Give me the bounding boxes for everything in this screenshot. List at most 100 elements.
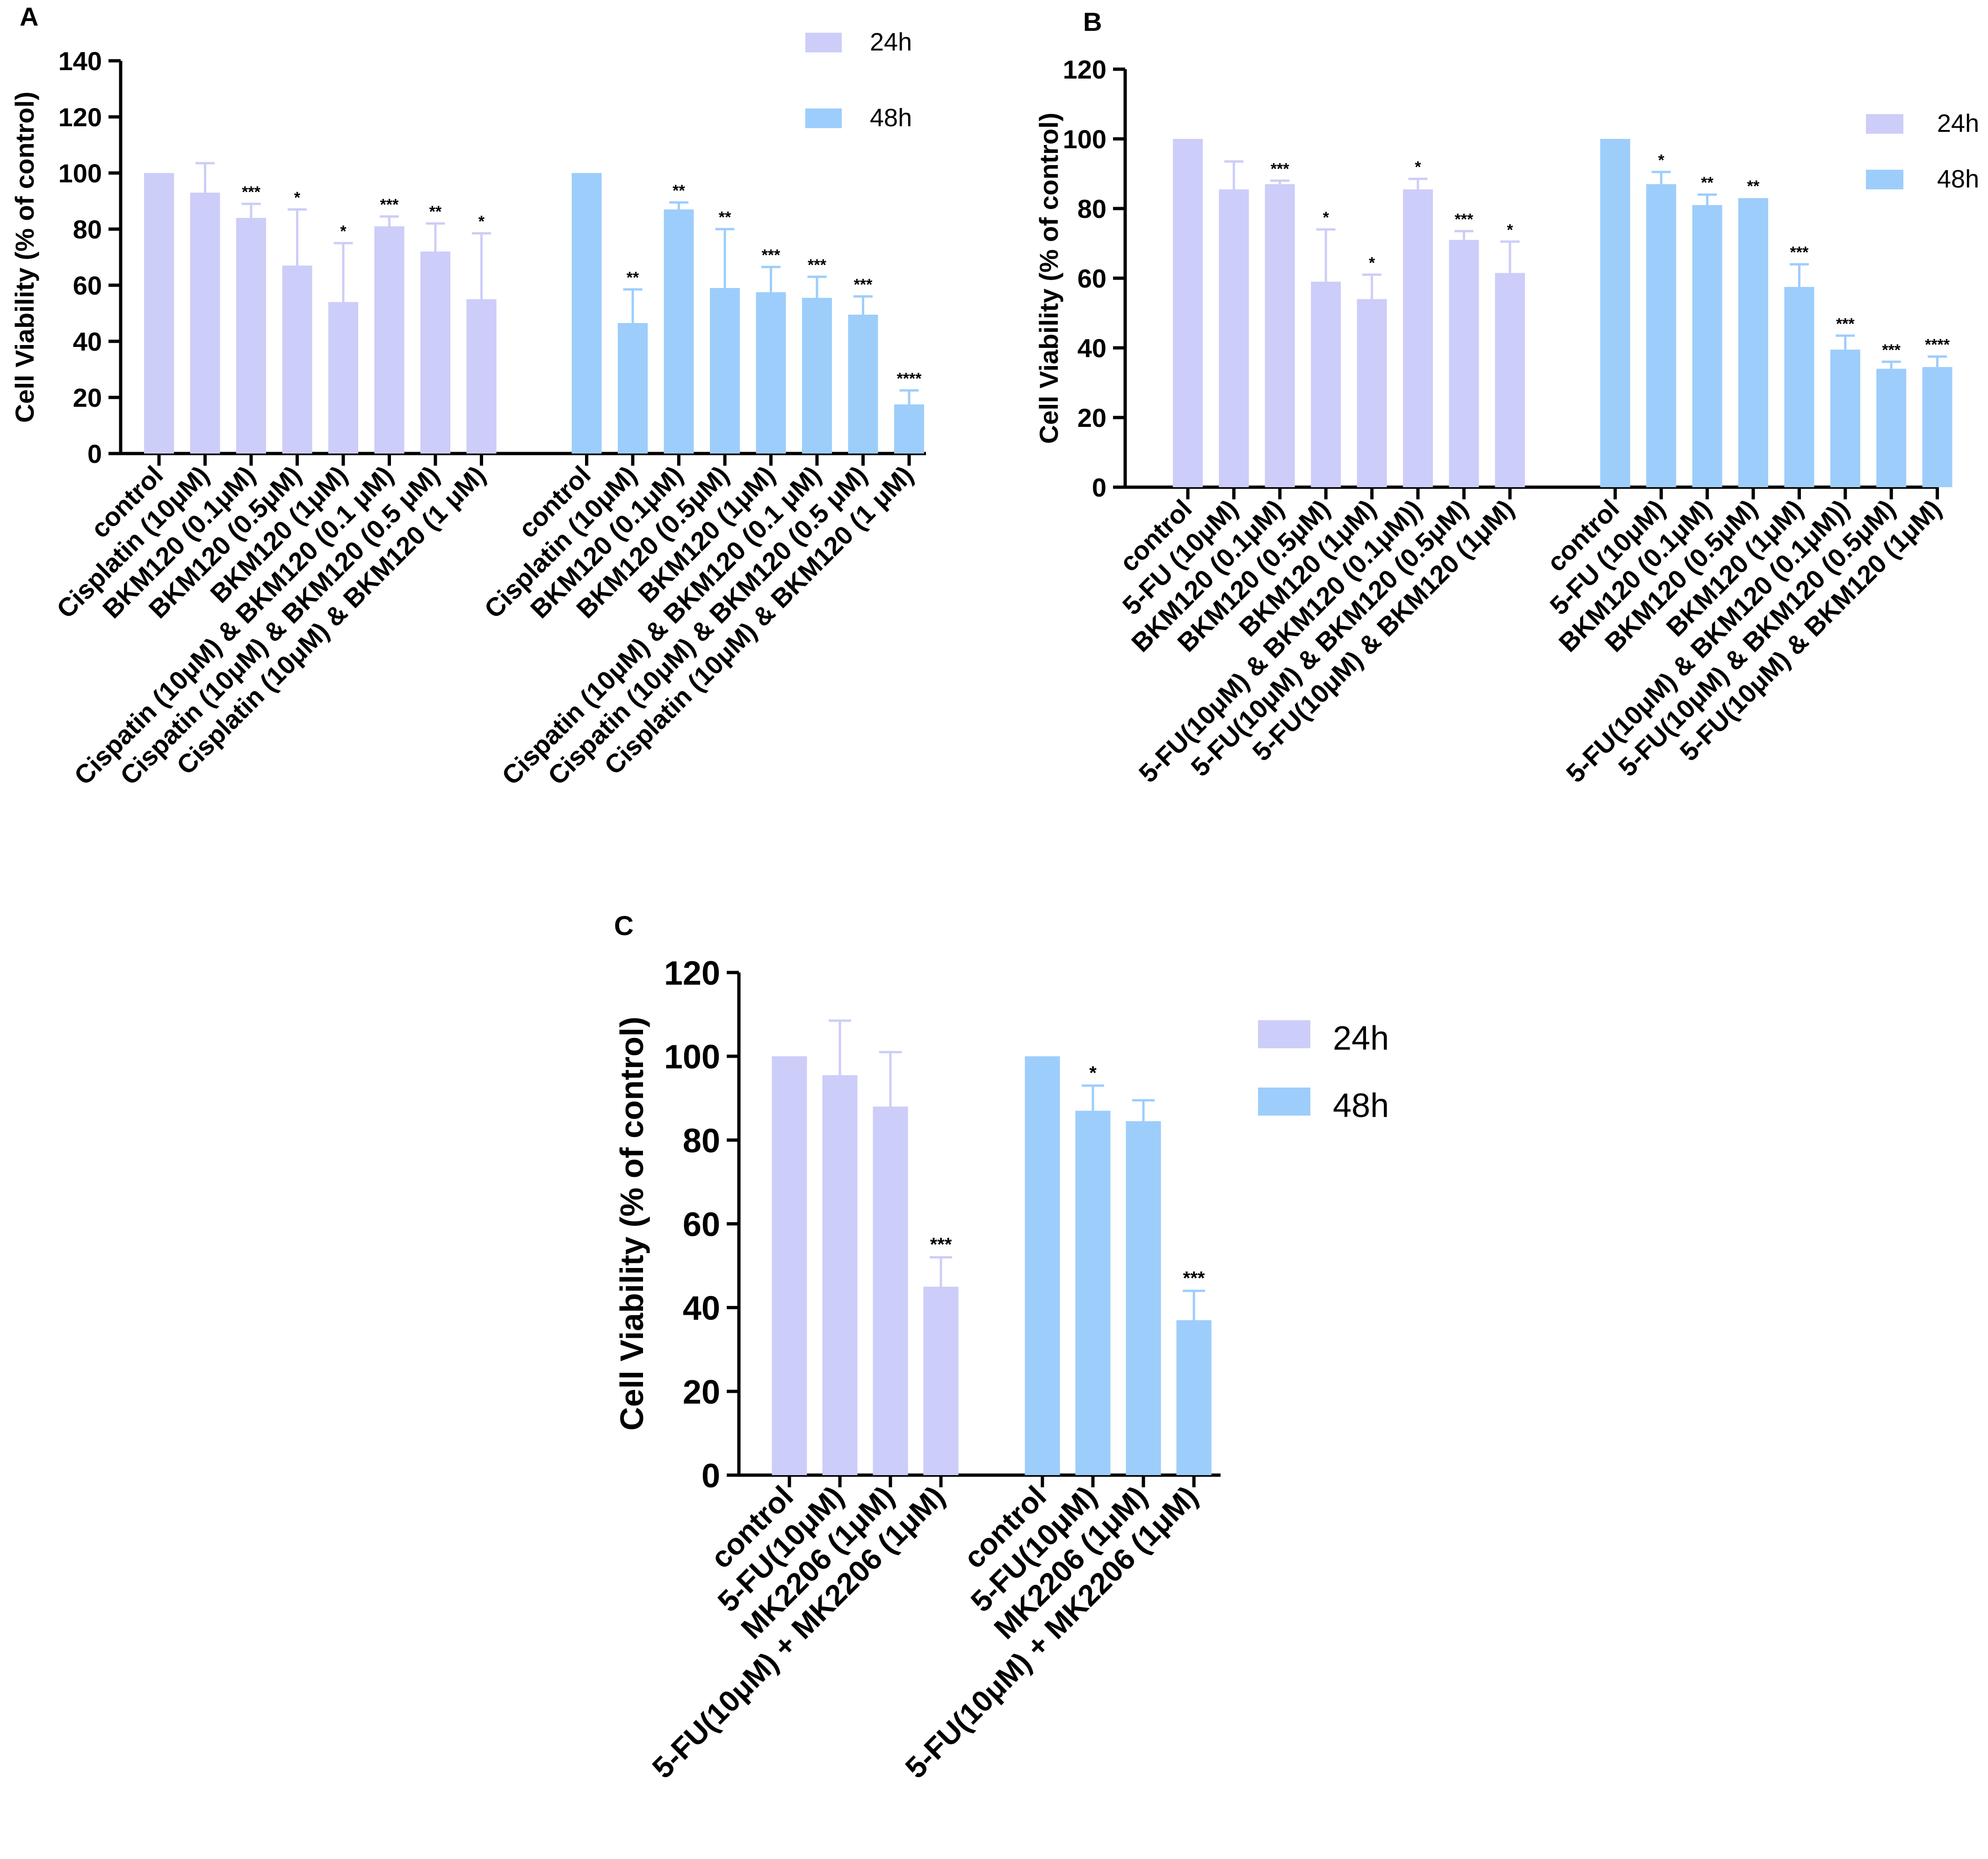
y-tick-label: 80 [73, 215, 102, 244]
significance-marker: * [340, 223, 347, 240]
panel-label: B [1083, 7, 1102, 36]
bar [1219, 189, 1249, 487]
y-tick-label: 0 [701, 1457, 720, 1495]
bar [1176, 1320, 1212, 1475]
y-axis-title: Cell Viability (% of control) [1034, 113, 1063, 444]
y-tick-label: 40 [683, 1290, 720, 1327]
bar [664, 209, 694, 454]
y-tick-label: 60 [1077, 264, 1106, 293]
y-tick-label: 20 [73, 383, 102, 412]
significance-marker: ** [672, 182, 685, 200]
y-tick-label: 40 [73, 327, 102, 356]
bar [873, 1106, 908, 1475]
bar [822, 1075, 858, 1475]
y-tick-label: 80 [683, 1122, 720, 1160]
y-tick-label: 80 [1077, 194, 1106, 223]
bar [1357, 299, 1387, 487]
bar [1692, 205, 1722, 487]
bar [848, 315, 878, 454]
significance-marker: * [1369, 254, 1375, 272]
y-tick-label: 40 [1077, 333, 1106, 363]
significance-marker: *** [1271, 160, 1289, 178]
bar [1876, 368, 1907, 487]
significance-marker: * [1415, 159, 1421, 176]
y-tick-label: 100 [58, 159, 102, 188]
y-tick-label: 60 [683, 1206, 720, 1243]
legend-swatch [1258, 1020, 1310, 1048]
legend-swatch [1258, 1088, 1310, 1116]
bar [466, 299, 497, 454]
significance-marker: **** [897, 370, 922, 388]
legend-label: 24h [870, 28, 912, 56]
panel-label: A [20, 2, 38, 31]
bar [1784, 287, 1815, 487]
significance-marker: ** [719, 209, 731, 226]
bar [374, 226, 405, 454]
bar [1449, 240, 1479, 487]
y-tick-label: 20 [683, 1374, 720, 1411]
significance-marker: ** [1747, 178, 1760, 195]
significance-marker: *** [242, 183, 260, 201]
significance-marker: ** [1701, 174, 1713, 192]
significance-marker: *** [930, 1234, 952, 1255]
bar [282, 266, 312, 454]
bar [190, 193, 220, 454]
significance-marker: * [1323, 209, 1330, 227]
y-tick-label: 120 [664, 955, 720, 992]
bar [236, 218, 266, 454]
legend-label: 48h [870, 104, 912, 132]
legend-label: 24h [1333, 1020, 1389, 1057]
significance-marker: **** [1925, 336, 1950, 354]
significance-marker: *** [1790, 244, 1809, 261]
bar [1600, 139, 1630, 487]
bar [618, 323, 648, 454]
y-tick-label: 140 [58, 46, 102, 76]
bar [144, 173, 174, 454]
significance-marker: ** [627, 269, 639, 287]
legend-swatch [1866, 114, 1903, 134]
panel-a: A 0 20 40 60 80 100 120 140 Cell Viability (% of … [10, 2, 926, 791]
significance-marker: * [294, 189, 301, 207]
bar [1075, 1110, 1111, 1475]
y-tick-label: 20 [1077, 403, 1106, 432]
panel-label: C [614, 911, 634, 941]
bar [756, 292, 786, 454]
bar [1495, 273, 1525, 487]
bar [894, 404, 924, 454]
bar [1173, 139, 1203, 487]
significance-marker: *** [1455, 210, 1474, 228]
significance-marker: ** [429, 203, 442, 221]
y-tick-label: 60 [73, 271, 102, 300]
y-tick-label: 0 [1092, 473, 1106, 502]
legend-swatch [805, 108, 842, 128]
bar [1403, 189, 1433, 487]
significance-marker: *** [808, 256, 826, 274]
significance-marker: *** [854, 276, 873, 294]
bar [420, 252, 450, 454]
significance-marker: *** [1836, 315, 1855, 333]
significance-marker: * [478, 213, 485, 231]
bar [710, 288, 740, 454]
bar [328, 302, 358, 454]
bar [1311, 281, 1341, 487]
legend-swatch [1866, 170, 1903, 189]
bar [1265, 184, 1295, 488]
y-tick-label: 0 [87, 439, 102, 468]
legend-swatch [805, 33, 842, 52]
bar [571, 173, 602, 454]
significance-marker: *** [762, 246, 781, 264]
y-axis-title: Cell Viability (% of control) [10, 92, 39, 423]
panel-c: C 0 20 40 60 80 100 120 Cell Viability (% of con… [614, 911, 1389, 1785]
significance-marker: * [1658, 151, 1665, 169]
bar [1126, 1121, 1161, 1475]
significance-marker: * [1507, 221, 1513, 239]
y-tick-label: 100 [664, 1038, 720, 1076]
legend-label: 48h [1937, 165, 1979, 193]
bar [1646, 184, 1677, 488]
y-tick-label: 100 [1063, 124, 1106, 154]
legend-label: 24h [1937, 109, 1979, 137]
significance-marker: * [1089, 1063, 1097, 1083]
significance-marker: *** [1882, 341, 1901, 359]
